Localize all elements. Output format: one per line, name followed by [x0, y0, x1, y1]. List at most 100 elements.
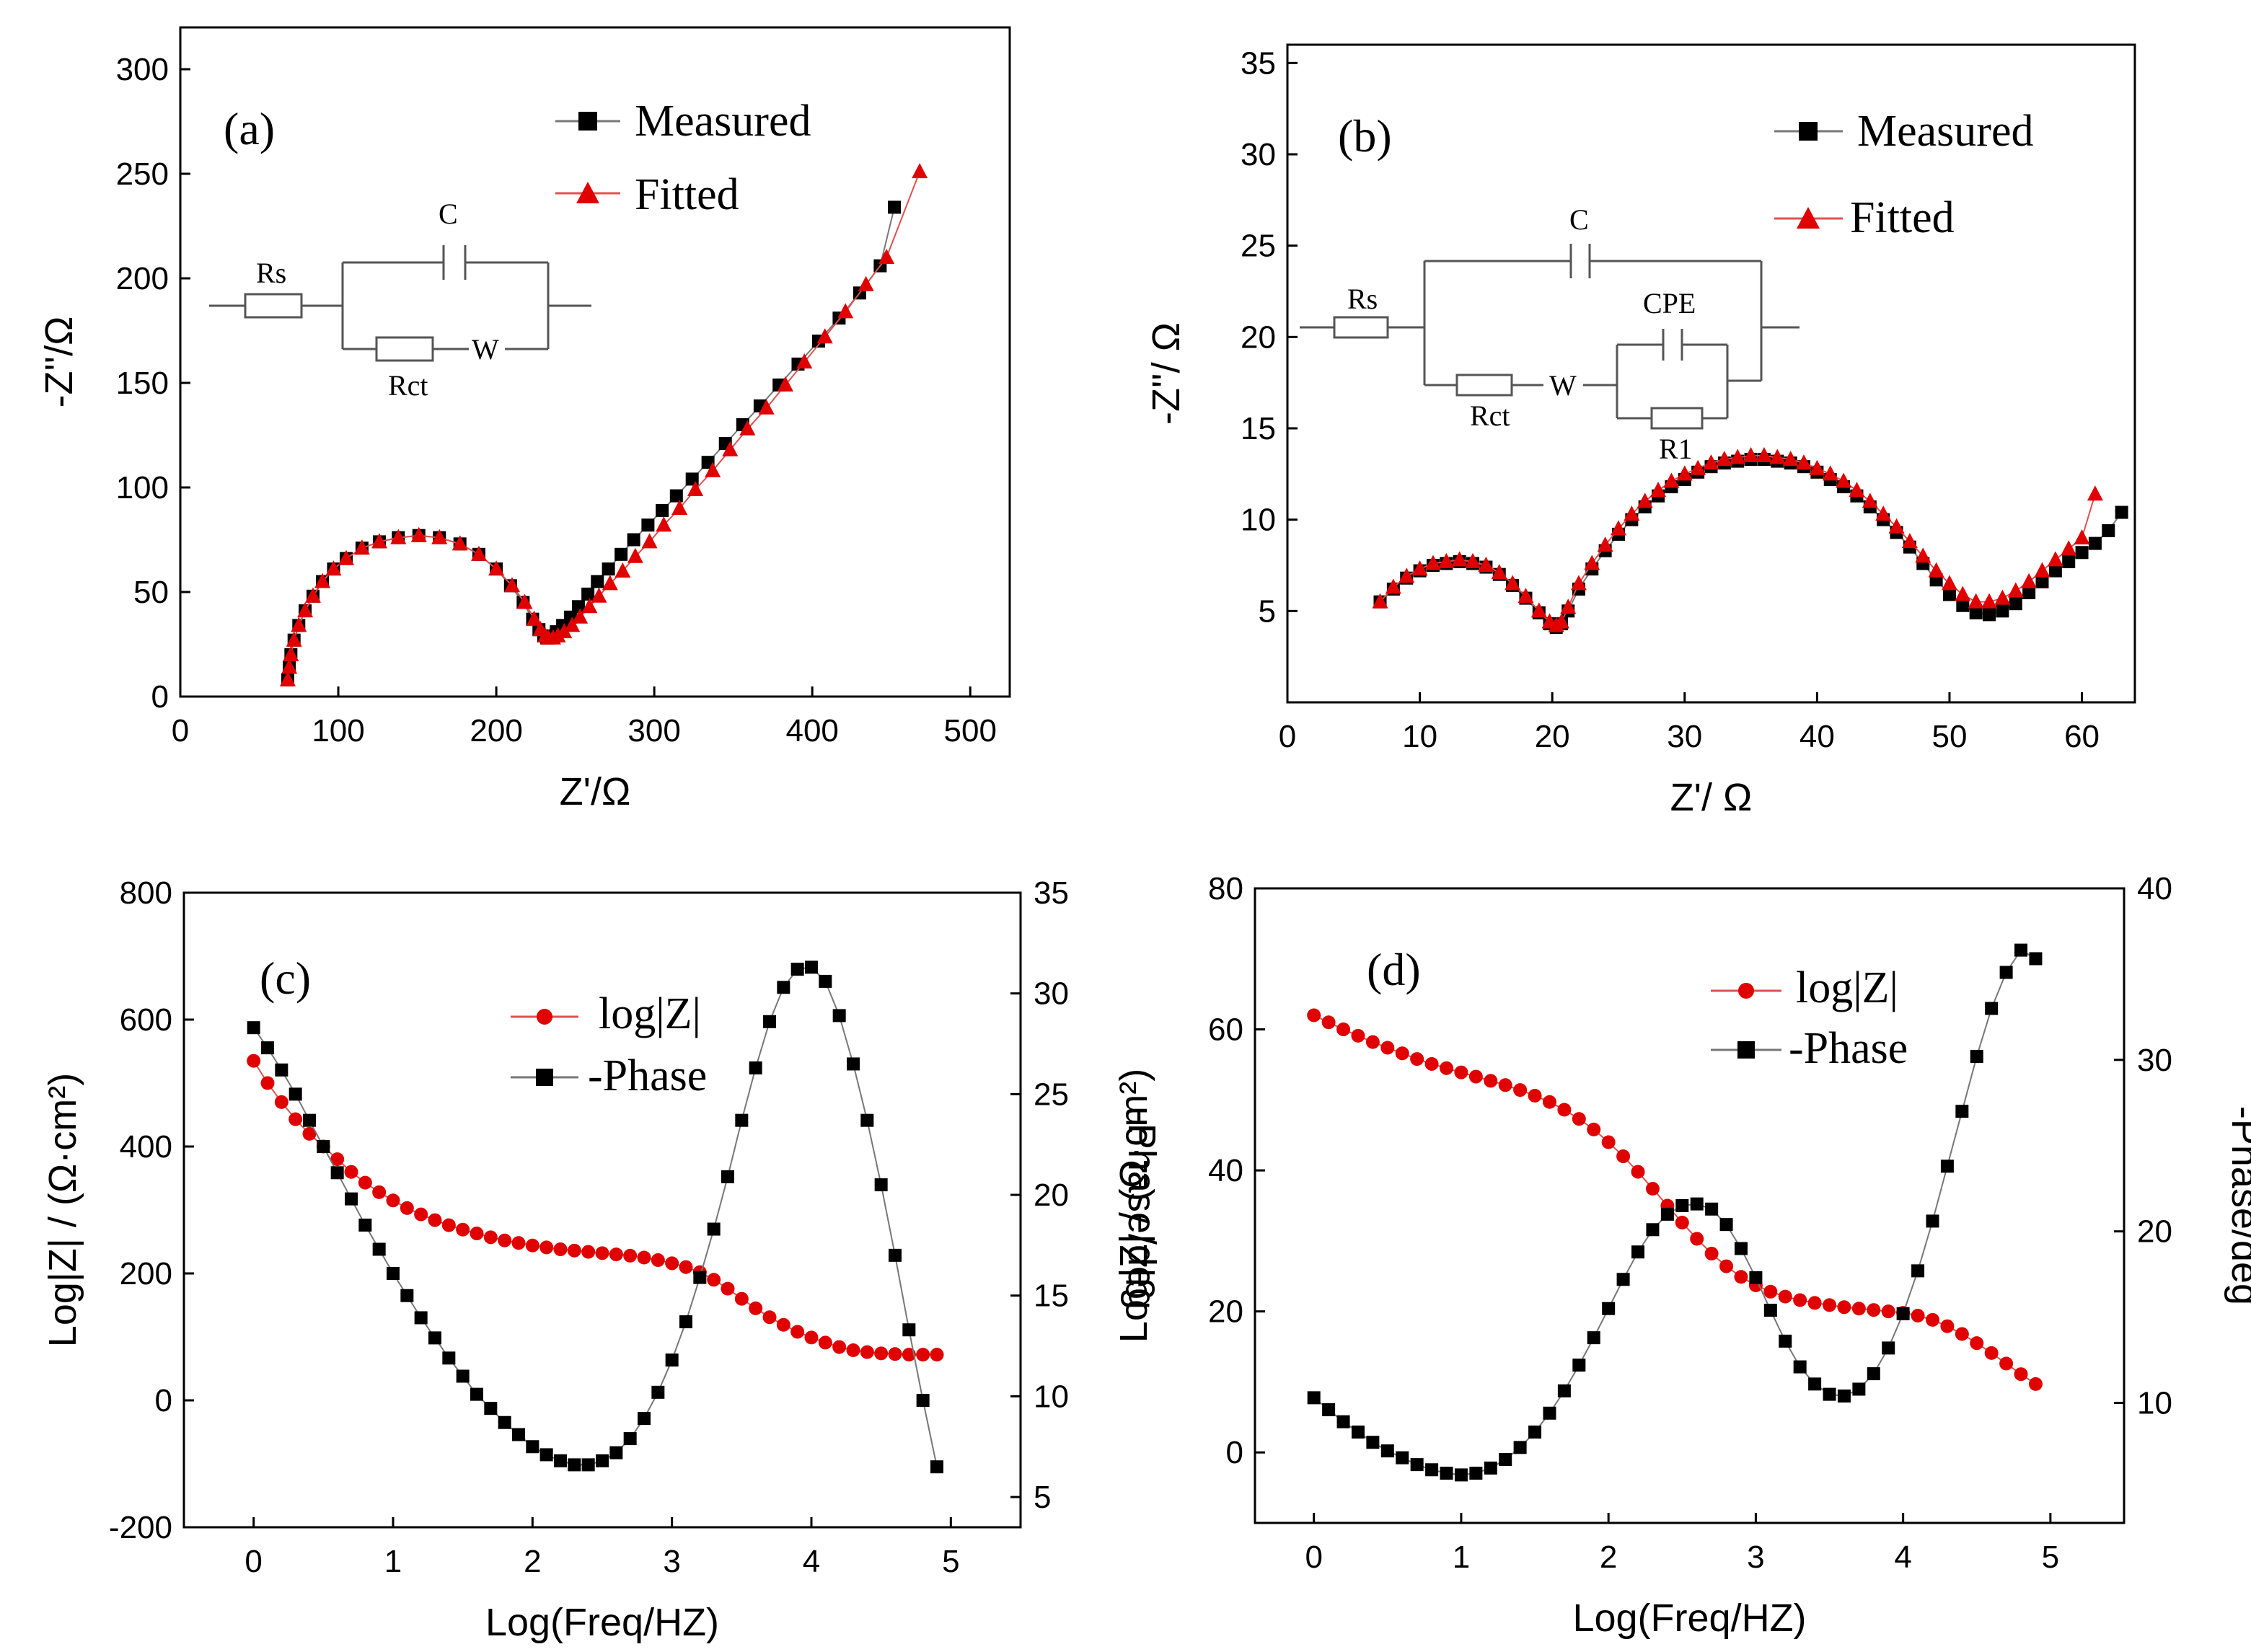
x-tick-label: 3 — [663, 1544, 680, 1579]
resistor-rct — [375, 336, 434, 362]
data-point-triangle — [2021, 573, 2038, 588]
data-point-square — [609, 1446, 623, 1459]
legend-fitted-label: Fitted — [1850, 193, 1955, 242]
data-point-square — [777, 981, 790, 994]
circuit-b-rs-label: Rs — [1347, 283, 1378, 315]
data-point-triangle — [837, 303, 854, 319]
data-point-square — [1719, 1218, 1733, 1232]
data-point-triangle — [1438, 552, 1455, 568]
data-point-circle — [930, 1348, 944, 1362]
y-axis-label: -Z''/ Ω — [1145, 322, 1188, 425]
data-point-triangle — [281, 658, 298, 674]
resistor-rs — [1333, 316, 1389, 339]
data-point-square — [1985, 1002, 1999, 1015]
data-point-circle — [1307, 1008, 1321, 1022]
x-tick-label: 40 — [1800, 719, 1835, 754]
panel-d-label: (d) — [1367, 944, 1421, 995]
legend-logz-marker — [1738, 983, 1754, 999]
data-point-triangle — [1451, 551, 1468, 567]
data-point-circle — [1557, 1103, 1572, 1117]
data-point-circle — [581, 1245, 596, 1259]
data-point-square — [1543, 1406, 1556, 1420]
data-point-triangle — [1424, 555, 1441, 570]
data-point-circle — [721, 1281, 735, 1296]
x-tick-label: 3 — [1747, 1540, 1764, 1575]
data-point-triangle — [627, 547, 643, 563]
panel-c-legend: log|Z| -Phase — [511, 989, 707, 1100]
x-tick-label: 10 — [1402, 719, 1437, 754]
data-point-square — [1675, 1199, 1689, 1212]
data-point-square — [1469, 1467, 1483, 1480]
data-point-triangle — [1385, 578, 1401, 594]
y-tick-label: 35 — [1241, 45, 1276, 81]
y2-tick-label: 35 — [1034, 875, 1069, 911]
data-point-square — [1616, 1273, 1630, 1286]
data-point-square — [1999, 966, 2013, 979]
y-tick-label: -200 — [109, 1510, 172, 1545]
data-point-square — [372, 1242, 386, 1256]
panel-c-axes: 0 1 2 3 4 5 -200 0 200 400 600 800 5 10 15 20 25 30 35 Log(… — [41, 875, 1163, 1644]
data-point-square — [2048, 564, 2062, 578]
data-point-square — [1380, 1444, 1394, 1458]
data-point-square — [735, 1113, 749, 1127]
data-point-circle — [1837, 1300, 1851, 1315]
data-point-triangle — [291, 617, 307, 632]
data-point-triangle — [1570, 575, 1587, 591]
data-point-circle — [749, 1301, 763, 1315]
data-point-square — [1528, 1425, 1542, 1439]
data-point-square — [414, 1311, 428, 1325]
data-point-square — [1322, 1403, 1336, 1417]
data-point-triangle — [1411, 560, 1428, 576]
data-point-triangle — [1769, 449, 1786, 464]
y2-tick-label: 30 — [1034, 976, 1069, 1012]
y2-tick-label: 5 — [1034, 1480, 1051, 1515]
circuit-a-rs-label: Rs — [256, 257, 286, 289]
data-point-circle — [1380, 1041, 1395, 1055]
data-point-square — [330, 1166, 344, 1180]
y-tick-label: 10 — [1241, 503, 1276, 538]
circuit-b-r1-label: R1 — [1659, 433, 1693, 465]
data-point-square — [627, 533, 640, 547]
y-tick-label: 250 — [116, 156, 169, 192]
data-point-triangle — [471, 545, 487, 561]
data-point-square — [581, 1458, 595, 1472]
legend-phase-marker — [536, 1069, 553, 1086]
data-point-square — [526, 1440, 539, 1454]
data-point-circle — [734, 1291, 749, 1306]
data-point-square — [763, 1015, 776, 1028]
data-point-circle — [1410, 1052, 1424, 1066]
data-point-circle — [902, 1348, 916, 1362]
data-point-triangle — [1650, 482, 1667, 498]
y2-tick-label: 20 — [1034, 1178, 1069, 1213]
data-point-triangle — [1517, 588, 1534, 604]
data-point-circle — [679, 1260, 693, 1274]
x-tick-label: 0 — [245, 1544, 262, 1579]
data-point-triangle — [297, 602, 314, 618]
y2-tick-label: 30 — [2137, 1043, 2172, 1078]
data-point-triangle — [564, 617, 581, 632]
data-point-square — [2062, 555, 2076, 568]
data-point-square — [819, 974, 832, 988]
data-point-circle — [1365, 1035, 1380, 1049]
data-point-square — [247, 1021, 260, 1035]
data-point-circle — [428, 1213, 442, 1227]
data-point-triangle — [1530, 602, 1547, 618]
x-tick-label: 1 — [1453, 1540, 1470, 1575]
data-point-square — [1484, 1461, 1497, 1475]
legend-measured-marker — [578, 112, 597, 131]
data-point-square — [1852, 1382, 1866, 1396]
data-point-square — [498, 1415, 511, 1429]
y-tick-label: 15 — [1241, 411, 1276, 446]
data-point-triangle — [1941, 575, 1957, 591]
data-point-triangle — [1663, 472, 1680, 488]
x-tick-label: 1 — [384, 1544, 402, 1579]
data-point-triangle — [1584, 555, 1600, 570]
data-point-triangle — [1597, 536, 1613, 552]
data-point-square — [805, 960, 818, 974]
data-point-circle — [247, 1054, 261, 1068]
data-point-triangle — [777, 376, 793, 392]
data-point-triangle — [572, 608, 589, 624]
x-tick-label: 300 — [627, 713, 680, 748]
legend-measured-label: Measured — [1857, 107, 2033, 156]
x-tick-label: 60 — [2064, 719, 2100, 754]
